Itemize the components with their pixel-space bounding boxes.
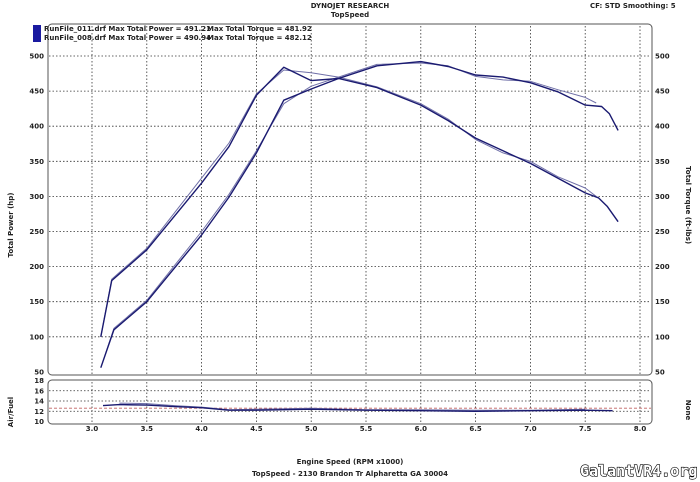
y2-tick-label: 150 (655, 298, 670, 306)
afr-y2-label: None (684, 400, 692, 421)
y2-tick-label: 100 (655, 333, 670, 341)
x-tick-label: 7.0 (524, 425, 537, 433)
y-tick-label: 50 (34, 368, 44, 376)
y2-tick-label: 300 (655, 193, 670, 201)
afr-tick-label: 12 (34, 408, 44, 416)
y-tick-label: 150 (29, 298, 44, 306)
settings-text: CF: STD Smoothing: 5 (590, 2, 676, 10)
x-tick-label: 6.5 (469, 425, 482, 433)
legend-run1-torque: Max Total Torque = 481.92 (207, 25, 312, 33)
y-tick-label: 500 (29, 53, 44, 61)
afr-axis-label: Air/Fuel (7, 397, 15, 427)
dyno-series-line (100, 69, 597, 337)
legend-run2-torque: Max Total Torque = 482.12 (207, 34, 312, 42)
y2-tick-label: 400 (655, 123, 670, 131)
x-tick-label: 4.0 (195, 425, 208, 433)
x-axis-label: Engine Speed (RPM x1000) (297, 458, 404, 466)
legend-run1: RunFile_011.drf Max Total Power = 491.21 (44, 25, 211, 33)
x-tick-label: 3.0 (86, 425, 99, 433)
chart-title: DYNOJET RESEARCH (311, 2, 390, 10)
x-tick-label: 5.0 (305, 425, 318, 433)
y-tick-label: 100 (29, 333, 44, 341)
y2-tick-label: 500 (655, 53, 670, 61)
afr-tick-label: 18 (34, 377, 44, 385)
dyno-series-line (100, 60, 619, 368)
y2-tick-label: 250 (655, 228, 670, 236)
x-tick-label: 7.5 (579, 425, 592, 433)
y2-tick-label: 350 (655, 158, 670, 166)
y-tick-label: 350 (29, 158, 44, 166)
legend-swatch (33, 25, 41, 42)
x-tick-label: 4.5 (250, 425, 263, 433)
footer-address: TopSpeed - 2130 Brandon Tr Alpharetta GA… (252, 470, 448, 478)
afr-plot-frame (47, 379, 653, 425)
y-axis-label: Total Power (hp) (7, 193, 15, 258)
x-tick-label: 3.5 (141, 425, 154, 433)
y-tick-label: 400 (29, 123, 44, 131)
y-tick-label: 200 (29, 263, 44, 271)
y-tick-label: 300 (29, 193, 44, 201)
y-tick-label: 250 (29, 228, 44, 236)
legend-run2: RunFile_008.drf Max Total Power = 490.94 (44, 34, 211, 42)
main-plot-frame (47, 23, 653, 376)
afr-series-line (119, 402, 586, 411)
afr-series-line (102, 403, 613, 412)
dyno-series-line (100, 66, 619, 337)
x-tick-label: 6.0 (415, 425, 428, 433)
afr-tick-label: 16 (34, 387, 44, 395)
y2-axis-label: Total Torque (ft-lbs) (684, 166, 692, 244)
y-tick-label: 450 (29, 88, 44, 96)
dyno-series-line (100, 62, 597, 368)
y2-tick-label: 200 (655, 263, 670, 271)
chart-subtitle: TopSpeed (331, 11, 369, 19)
y2-tick-label: 50 (655, 368, 665, 376)
x-tick-label: 8.0 (634, 425, 647, 433)
x-tick-label: 5.5 (360, 425, 373, 433)
watermark: GalantVR4.org (580, 462, 697, 480)
afr-tick-label: 10 (34, 418, 44, 426)
y2-tick-label: 450 (655, 88, 670, 96)
afr-tick-label: 14 (34, 398, 44, 406)
